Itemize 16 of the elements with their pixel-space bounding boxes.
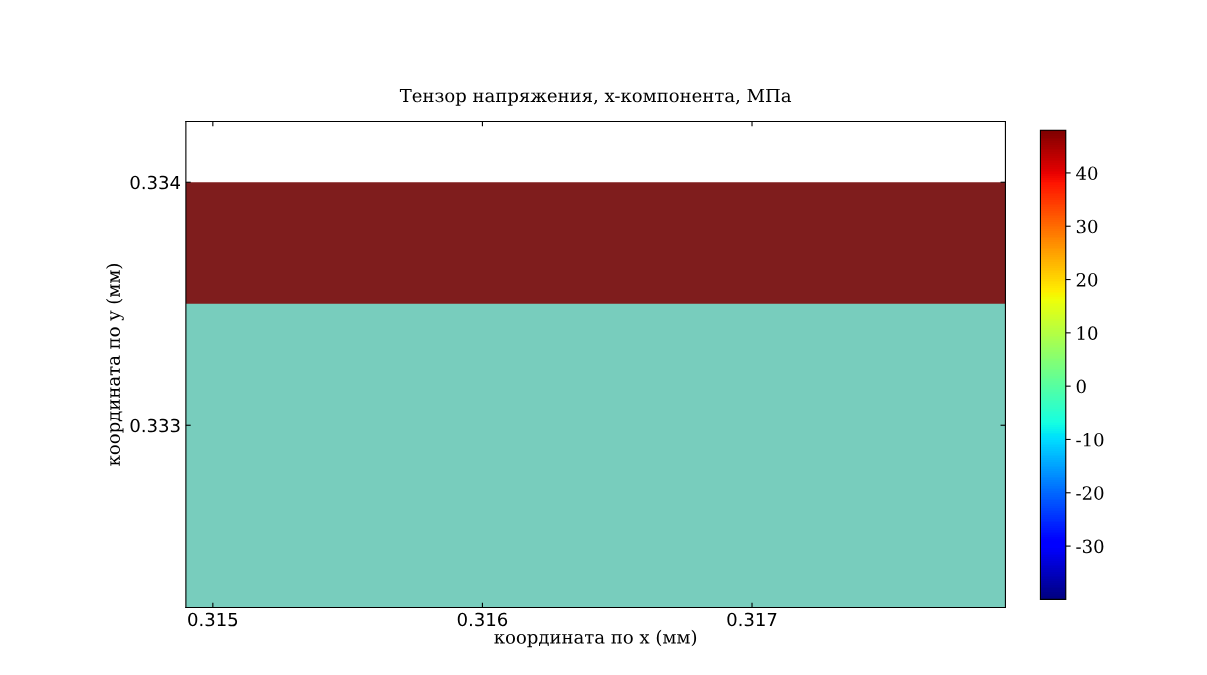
color-bar-label: 30: [1076, 219, 1098, 234]
x-tick-label: 0.316: [457, 612, 508, 627]
color-bar-label: 0: [1076, 379, 1086, 394]
color-bar-label: 20: [1076, 273, 1098, 287]
y-axis-title: координата по y (мм): [106, 264, 124, 466]
color-bar-label: -10: [1076, 432, 1104, 447]
y-tick-label: 0.334: [130, 175, 180, 190]
chart-title: Тензор напряжения, x-компонента, МПа: [399, 88, 792, 106]
x-tick-label: 0.315: [188, 612, 238, 627]
color-bar-label: -20: [1076, 486, 1104, 500]
x-tick-label: 0.317: [727, 612, 777, 627]
color-bar-label: -30: [1076, 539, 1104, 554]
y-tick-label: 0.333: [130, 418, 180, 433]
color-bar-label: 10: [1077, 326, 1098, 340]
x-axis-title: координата по x (мм): [494, 629, 697, 648]
color-bar-label: 40: [1076, 166, 1098, 181]
